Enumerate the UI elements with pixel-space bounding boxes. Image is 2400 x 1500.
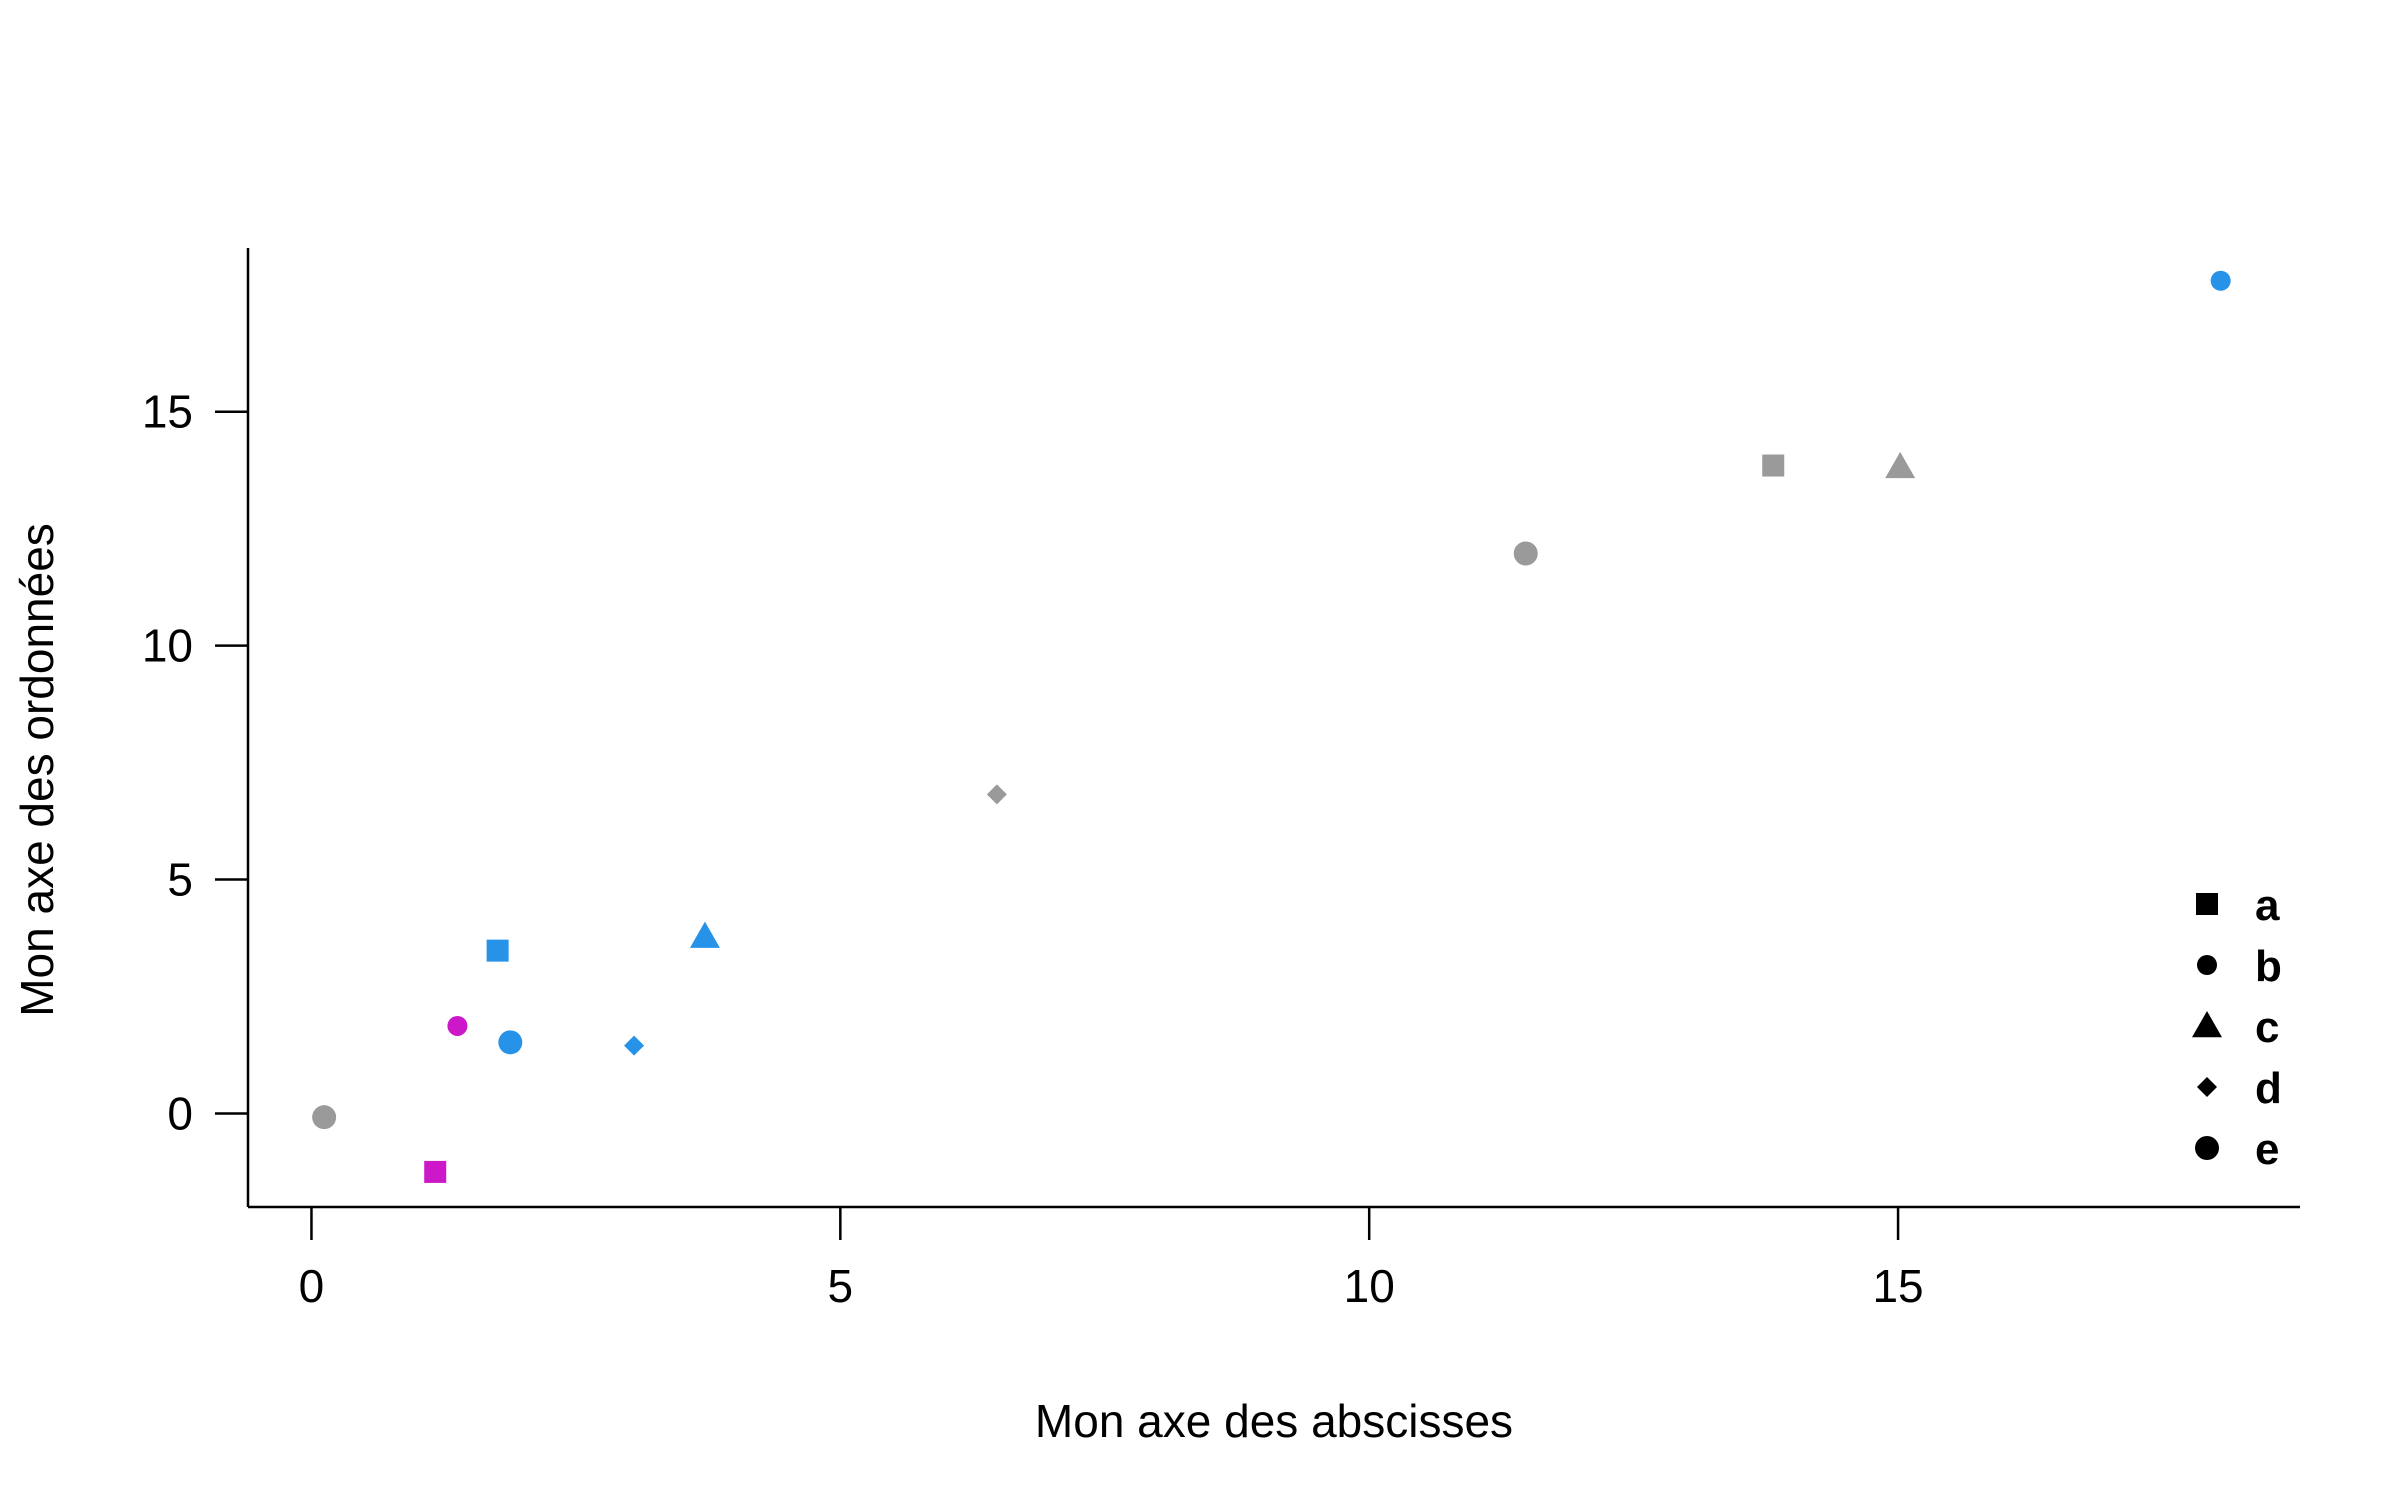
x-tick-label: 15 (1872, 1260, 1923, 1312)
legend-key-triangle (2192, 1011, 2222, 1038)
x-tick-label: 0 (299, 1260, 325, 1312)
y-tick-label: 5 (167, 854, 193, 906)
y-axis-title: Mon axe des ordonnées (11, 523, 63, 1017)
legend-label: e (2255, 1125, 2279, 1174)
legend-item: c (2192, 1003, 2279, 1052)
legend-label: b (2255, 942, 2282, 991)
legend-key-square (2196, 893, 2218, 915)
data-point-triangle (689, 921, 720, 948)
data-point-square (424, 1160, 447, 1183)
x-tick-label: 5 (828, 1260, 854, 1312)
x-tick-label: 10 (1344, 1260, 1395, 1312)
legend-key-circle-small (2197, 955, 2217, 975)
legend-label: a (2255, 881, 2280, 930)
data-point-square (486, 939, 509, 962)
legend-label: d (2255, 1064, 2282, 1113)
data-point-diamond (624, 1035, 645, 1056)
data-point-circle (312, 1105, 337, 1130)
data-point-circle-small (2210, 270, 2231, 291)
data-point-diamond (986, 784, 1007, 805)
x-axis-title: Mon axe des abscisses (1035, 1395, 1513, 1447)
data-point-triangle (1885, 451, 1916, 479)
data-point-circle (498, 1030, 523, 1055)
axes: 0 5 10 15 0 5 10 15 (142, 248, 2300, 1312)
legend-label: c (2255, 1003, 2279, 1052)
legend-item: b (2197, 942, 2282, 991)
legend-item: e (2195, 1125, 2279, 1174)
legend-item: d (2197, 1064, 2282, 1113)
legend-item: a (2196, 881, 2280, 930)
data-point-square (1762, 454, 1785, 477)
y-tick-label: 10 (142, 620, 193, 672)
legend-key-circle (2195, 1136, 2219, 1160)
y-tick-label: 0 (167, 1087, 193, 1139)
y-tick-label: 15 (142, 386, 193, 438)
data-point-circle-small (447, 1015, 468, 1036)
data-points (312, 270, 2231, 1183)
legend-key-diamond (2197, 1077, 2217, 1097)
data-point-circle (1513, 541, 1538, 566)
